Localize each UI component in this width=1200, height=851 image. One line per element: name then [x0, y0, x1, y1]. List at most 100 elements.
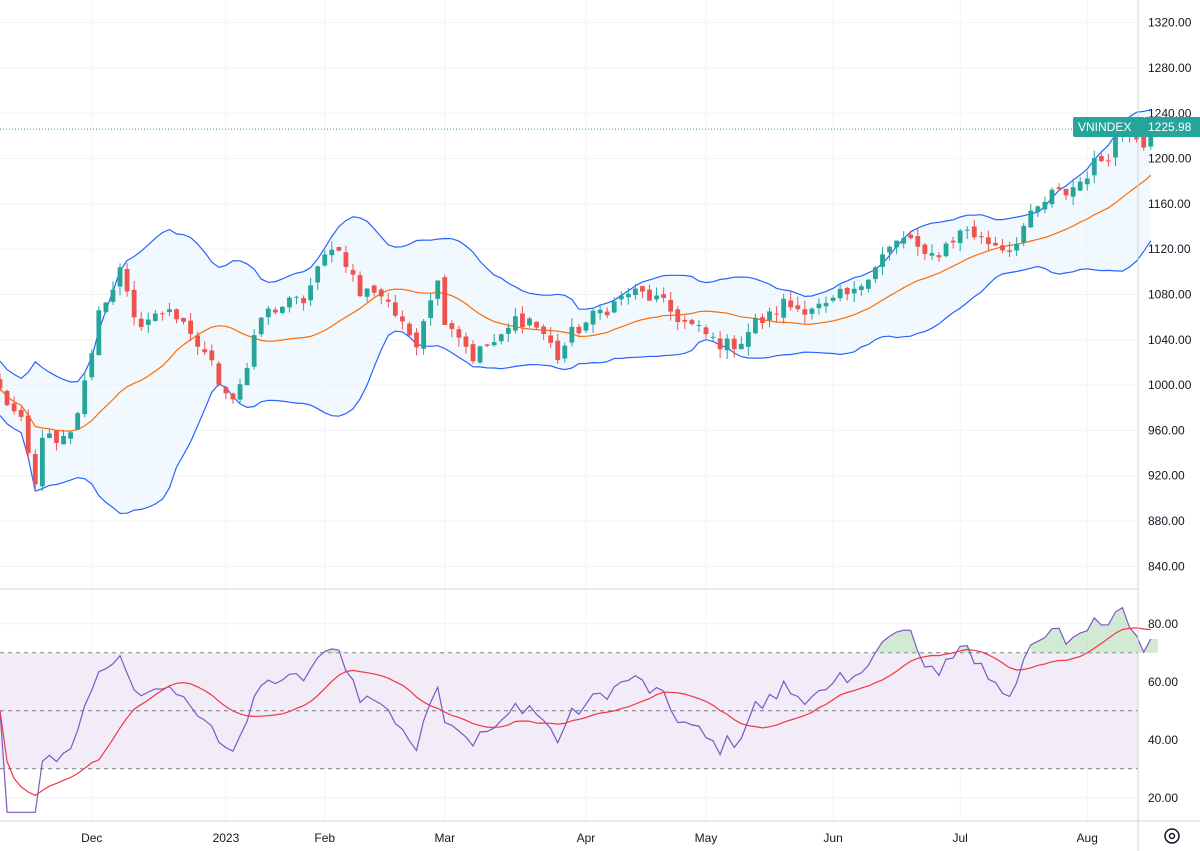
candle-body[interactable] [407, 323, 412, 336]
candle-body[interactable] [294, 296, 299, 298]
candle-body[interactable] [498, 334, 504, 342]
candle-body[interactable] [597, 309, 603, 314]
candle-body[interactable] [265, 308, 271, 318]
candle-body[interactable] [562, 345, 568, 359]
candle-body[interactable] [301, 298, 306, 304]
candle-body[interactable] [202, 349, 208, 353]
candle-body[interactable] [124, 268, 130, 292]
candle-body[interactable] [971, 226, 977, 238]
candle-body[interactable] [548, 335, 554, 343]
candle-body[interactable] [195, 335, 201, 347]
candle-body[interactable] [484, 344, 490, 346]
candle-body[interactable] [1106, 160, 1111, 162]
candle-body[interactable] [428, 300, 434, 319]
candle-body[interactable] [329, 249, 335, 256]
candle-body[interactable] [682, 319, 688, 322]
candle-body[interactable] [272, 309, 278, 313]
candle-body[interactable] [774, 313, 779, 315]
candle-body[interactable] [569, 326, 575, 343]
candle-body[interactable] [244, 368, 250, 386]
candle-body[interactable] [1091, 158, 1097, 176]
candle-body[interactable] [1007, 250, 1012, 252]
candle-body[interactable] [1113, 137, 1118, 158]
candle-body[interactable] [788, 300, 794, 308]
candle-body[interactable] [745, 332, 751, 347]
candle-body[interactable] [993, 242, 998, 246]
candle-body[interactable] [844, 287, 850, 295]
candle-body[interactable] [385, 299, 391, 302]
candle-body[interactable] [1035, 206, 1041, 213]
candle-body[interactable] [167, 309, 172, 313]
candle-body[interactable] [1028, 210, 1034, 228]
candle-body[interactable] [117, 267, 123, 287]
candle-body[interactable] [668, 300, 674, 312]
candle-body[interactable] [908, 234, 914, 239]
candle-body[interactable] [611, 301, 617, 313]
candle-body[interactable] [731, 338, 737, 350]
candle-body[interactable] [1042, 201, 1048, 210]
candle-body[interactable] [18, 409, 24, 417]
candle-body[interactable] [209, 350, 215, 361]
candle-body[interactable] [901, 237, 907, 244]
candle-body[interactable] [449, 323, 455, 330]
candle-body[interactable] [287, 297, 292, 308]
candle-body[interactable] [1049, 189, 1055, 205]
candle-body[interactable] [647, 289, 652, 301]
candle-body[interactable] [315, 266, 321, 283]
candle-body[interactable] [258, 317, 264, 335]
candlestick-series[interactable] [0, 116, 1154, 492]
candle-body[interactable] [541, 326, 547, 334]
candle-body[interactable] [159, 313, 165, 315]
candle-body[interactable] [654, 295, 659, 300]
candle-body[interactable] [1084, 178, 1090, 185]
candle-body[interactable] [371, 285, 377, 293]
candle-body[interactable] [54, 430, 59, 443]
candle-body[interactable] [0, 379, 3, 389]
candle-body[interactable] [1056, 187, 1062, 189]
candle-body[interactable] [1063, 188, 1069, 196]
candle-body[interactable] [689, 319, 695, 325]
candle-body[interactable] [336, 247, 342, 251]
candle-body[interactable] [795, 305, 801, 310]
candle-body[interactable] [237, 384, 243, 400]
candle-body[interactable] [1000, 245, 1005, 251]
candle-body[interactable] [555, 340, 561, 361]
candle-body[interactable] [61, 435, 66, 445]
candle-body[interactable] [463, 336, 469, 347]
candle-body[interactable] [470, 344, 476, 362]
candle-body[interactable] [1141, 136, 1147, 148]
candle-body[interactable] [1148, 129, 1154, 147]
candle-body[interactable] [1021, 225, 1027, 243]
candle-body[interactable] [39, 437, 45, 487]
candle-body[interactable] [223, 387, 229, 394]
candle-body[interactable] [943, 243, 949, 257]
candle-body[interactable] [703, 327, 709, 335]
candle-body[interactable] [675, 309, 681, 323]
candle-body[interactable] [230, 393, 236, 400]
candle-body[interactable] [103, 302, 109, 312]
candle-body[interactable] [816, 303, 822, 309]
candle-body[interactable] [414, 332, 419, 348]
candle-body[interactable] [11, 403, 17, 412]
candle-body[interactable] [152, 313, 158, 321]
candle-body[interactable] [505, 327, 511, 334]
candle-body[interactable] [343, 252, 349, 267]
candle-body[interactable] [25, 415, 31, 454]
candle-body[interactable] [710, 336, 716, 338]
candle-body[interactable] [753, 317, 758, 334]
gear-icon[interactable] [1164, 828, 1180, 844]
price-axis[interactable]: 840.00 880.00 920.00 960.00 1000.00 1040.00 10… [1148, 16, 1192, 574]
candle-body[interactable] [400, 316, 405, 322]
candle-body[interactable] [950, 240, 956, 243]
candle-body[interactable] [986, 237, 991, 245]
candle-body[interactable] [47, 433, 52, 439]
candle-body[interactable] [68, 432, 73, 439]
candle-body[interactable] [936, 255, 942, 258]
candle-body[interactable] [89, 353, 95, 378]
candle-body[interactable] [625, 293, 631, 298]
candle-body[interactable] [604, 311, 610, 316]
candle-body[interactable] [858, 286, 864, 291]
candle-body[interactable] [880, 254, 885, 267]
candle-body[interactable] [851, 288, 857, 294]
